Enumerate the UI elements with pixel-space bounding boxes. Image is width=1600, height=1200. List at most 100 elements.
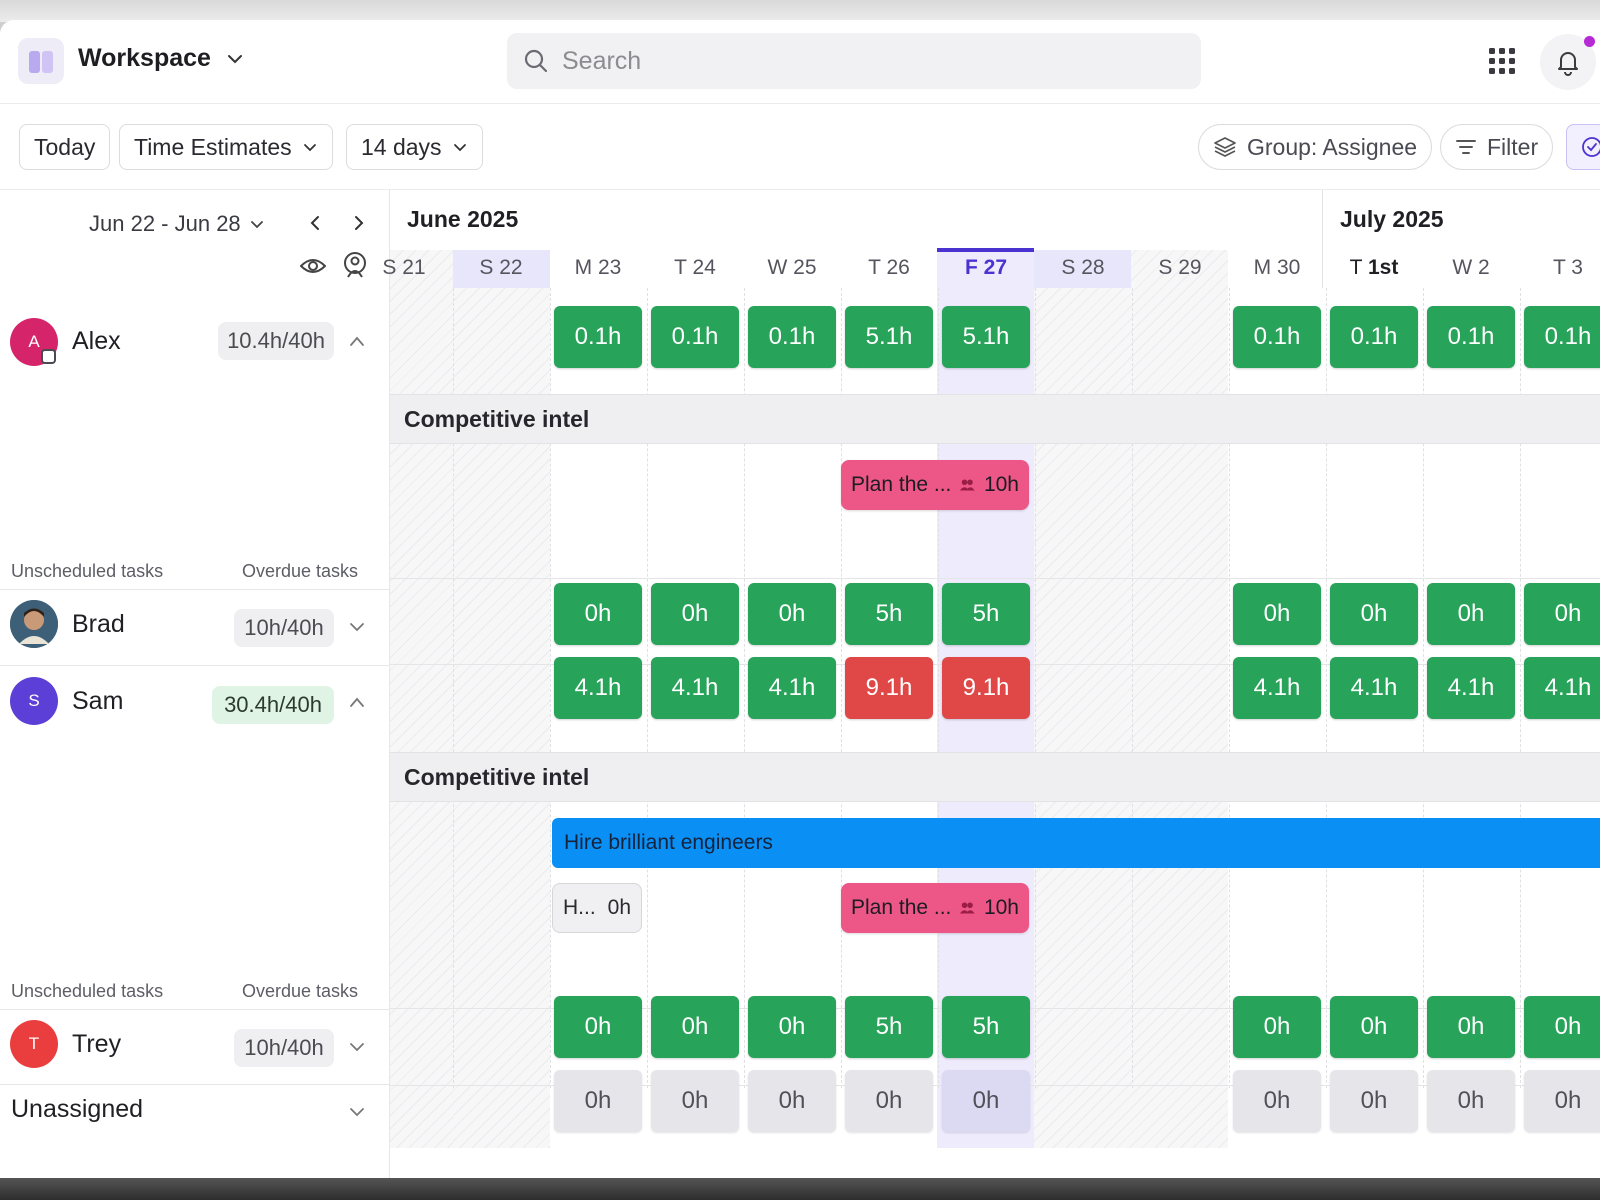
workload-cell[interactable]: 5.1h <box>942 306 1030 368</box>
workload-cell[interactable]: 0h <box>1330 1070 1418 1132</box>
chevron-up-icon[interactable] <box>348 334 366 348</box>
day-header[interactable]: T 1st <box>1326 256 1422 280</box>
workload-cell[interactable]: 0h <box>554 996 642 1058</box>
workload-cell[interactable]: 4.1h <box>1524 657 1600 719</box>
workload-cell[interactable]: 5.1h <box>845 306 933 368</box>
days-range-dropdown[interactable]: 14 days <box>346 124 483 170</box>
workload-cell[interactable]: 0.1h <box>651 306 739 368</box>
workload-cell[interactable]: 0h <box>1427 583 1515 645</box>
task-plan[interactable]: Plan the ... 10h <box>841 883 1029 933</box>
workload-cell[interactable]: 0h <box>748 1070 836 1132</box>
workload-cell[interactable]: 0h <box>942 1070 1030 1132</box>
workload-cell[interactable]: 4.1h <box>748 657 836 719</box>
workload-cell[interactable]: 0h <box>554 583 642 645</box>
workload-cell[interactable]: 9.1h <box>845 657 933 719</box>
overdue-tasks-link[interactable]: Overdue tasks <box>242 561 359 581</box>
workload-cell[interactable]: 0h <box>748 583 836 645</box>
workload-cell[interactable]: 0h <box>1233 1070 1321 1132</box>
workload-cell[interactable]: 0.1h <box>1427 306 1515 368</box>
workload-cell[interactable]: 0h <box>1330 583 1418 645</box>
check-toggle-button[interactable] <box>1566 124 1600 170</box>
day-number: 3 <box>1571 256 1583 279</box>
time-estimates-dropdown[interactable]: Time Estimates <box>119 124 333 170</box>
day-header[interactable]: W 2 <box>1423 256 1519 280</box>
workload-cell[interactable]: 0h <box>1524 996 1600 1058</box>
day-header[interactable]: F 27 <box>938 256 1034 280</box>
workload-cell[interactable]: 5h <box>845 996 933 1058</box>
unassigned-group[interactable]: Unassigned <box>11 1095 144 1123</box>
workload-cell[interactable]: 0h <box>651 1070 739 1132</box>
filter-button[interactable]: Filter <box>1440 124 1554 170</box>
today-button[interactable]: Today <box>19 124 111 170</box>
workload-cell[interactable]: 0h <box>748 996 836 1058</box>
workload-cell[interactable]: 0h <box>554 1070 642 1132</box>
workload-cell[interactable]: 0h <box>845 1070 933 1132</box>
date-range-selector[interactable]: Jun 22 - Jun 28 <box>89 211 265 237</box>
eye-icon[interactable] <box>300 256 326 276</box>
workload-cell[interactable]: 0h <box>1330 996 1418 1058</box>
workload-cell[interactable]: 0.1h <box>554 306 642 368</box>
workload-cell[interactable]: 0h <box>1524 583 1600 645</box>
notifications-button[interactable] <box>1540 34 1596 90</box>
workload-cell[interactable]: 4.1h <box>1330 657 1418 719</box>
day-header[interactable]: S 21 <box>356 256 452 280</box>
day-header[interactable]: T 26 <box>841 256 937 280</box>
workload-cell[interactable]: 0h <box>651 583 739 645</box>
unscheduled-tasks-link[interactable]: Unscheduled tasks <box>11 561 164 581</box>
time-estimates-label: Time Estimates <box>134 133 292 160</box>
search-box[interactable] <box>507 33 1201 89</box>
day-header[interactable]: M 23 <box>550 256 646 280</box>
workload-cell[interactable]: 0.1h <box>1524 306 1600 368</box>
workload-cell[interactable]: 0.1h <box>1330 306 1418 368</box>
assignee-name[interactable]: Alex <box>72 327 121 355</box>
chevron-up-icon[interactable] <box>348 695 366 709</box>
top-header: Workspace <box>0 20 1600 104</box>
workload-cell[interactable]: 0h <box>1524 1070 1600 1132</box>
chevron-down-icon[interactable] <box>226 50 244 68</box>
assignee-name[interactable]: Brad <box>72 610 125 638</box>
workload-cell[interactable]: 0h <box>651 996 739 1058</box>
day-header[interactable]: T 3 <box>1520 256 1600 280</box>
workload-cell[interactable]: 5h <box>942 996 1030 1058</box>
day-header[interactable]: S 29 <box>1132 256 1228 280</box>
search-input[interactable] <box>562 45 1162 77</box>
chevron-down-icon[interactable] <box>348 1040 366 1054</box>
chevron-right-icon[interactable] <box>350 214 368 232</box>
assignee-name[interactable]: Trey <box>72 1030 122 1058</box>
day-header[interactable]: M 30 <box>1229 256 1325 280</box>
group-by-button[interactable]: Group: Assignee <box>1198 124 1433 170</box>
workspace-logo-icon[interactable] <box>18 38 64 84</box>
workload-cell[interactable]: 9.1h <box>942 657 1030 719</box>
workload-cell[interactable]: 0h <box>1427 996 1515 1058</box>
unscheduled-tasks-link[interactable]: Unscheduled tasks <box>11 981 164 1001</box>
overdue-tasks-link[interactable]: Overdue tasks <box>242 981 359 1001</box>
workload-cell[interactable]: 4.1h <box>1233 657 1321 719</box>
project-section-header[interactable]: Competitive intel <box>390 394 1600 444</box>
workload-cell[interactable]: 0h <box>1233 996 1321 1058</box>
task-h[interactable]: H... 0h <box>552 883 642 933</box>
day-header[interactable]: T 24 <box>647 256 743 280</box>
day-header[interactable]: S 22 <box>453 256 549 280</box>
apps-grid-icon[interactable] <box>1488 47 1516 75</box>
chevron-down-icon[interactable] <box>348 620 366 634</box>
day-header[interactable]: S 28 <box>1035 256 1131 280</box>
workload-cell[interactable]: 4.1h <box>1427 657 1515 719</box>
workload-cell[interactable]: 0.1h <box>748 306 836 368</box>
chevron-down-icon <box>303 144 316 152</box>
workload-cell[interactable]: 0h <box>1233 583 1321 645</box>
workload-cell[interactable]: 5h <box>942 583 1030 645</box>
workspace-name[interactable]: Workspace <box>78 44 211 72</box>
workload-cell[interactable]: 4.1h <box>554 657 642 719</box>
chevron-down-icon[interactable] <box>348 1105 366 1119</box>
project-section-header[interactable]: Competitive intel <box>390 752 1600 802</box>
day-header[interactable]: W 25 <box>744 256 840 280</box>
chevron-left-icon[interactable] <box>306 214 324 232</box>
workload-cell[interactable]: 4.1h <box>651 657 739 719</box>
task-plan[interactable]: Plan the ... 10h <box>841 460 1029 510</box>
workload-cell[interactable]: 0h <box>1427 1070 1515 1132</box>
assignee-name[interactable]: Sam <box>72 687 124 715</box>
workload-cell[interactable]: 5h <box>845 583 933 645</box>
team-icon[interactable] <box>342 252 368 280</box>
workload-cell[interactable]: 0.1h <box>1233 306 1321 368</box>
task-hire-engineers[interactable]: Hire brilliant engineers <box>552 818 1600 868</box>
